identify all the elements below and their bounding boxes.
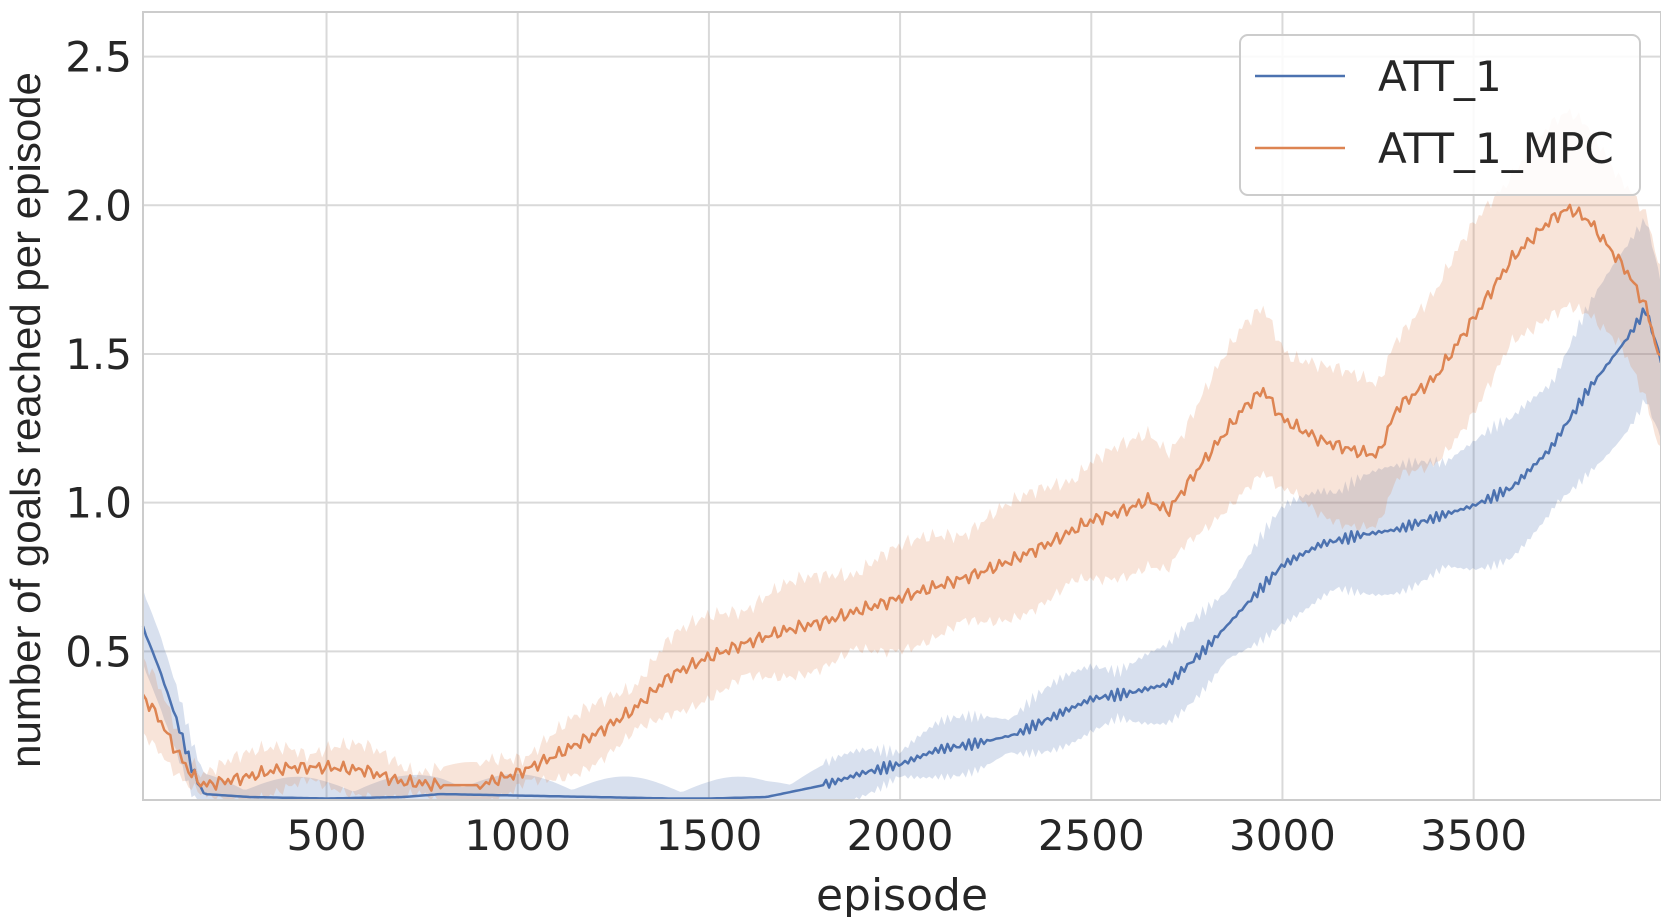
series-lines [141, 203, 1661, 800]
y-tick-label: 2.5 [65, 33, 132, 82]
legend: ATT_1 ATT_1_MPC [1239, 34, 1641, 196]
x-tick-label: 3000 [1229, 811, 1336, 860]
x-tick-label: 500 [286, 811, 366, 860]
series-line-att-1 [141, 307, 1661, 800]
confidence-bands [143, 108, 1661, 800]
x-axis-title: episode [816, 870, 988, 917]
legend-label-att-1-mpc: ATT_1_MPC [1378, 124, 1614, 173]
legend-label-att-1: ATT_1 [1378, 52, 1502, 101]
x-tick-label: 1500 [655, 811, 762, 860]
series-line-att-1-mpc [141, 203, 1661, 792]
confidence-band-att-1-mpc [143, 108, 1661, 800]
x-tick-label: 2000 [847, 811, 954, 860]
y-tick-label: 0.5 [65, 627, 132, 676]
y-tick-label: 1.5 [65, 330, 132, 379]
y-axis-title: number of goals reached per episode [2, 72, 49, 768]
confidence-band-att-1 [143, 218, 1661, 800]
y-tick-label: 2.0 [65, 181, 132, 230]
plot-frame [142, 11, 1661, 801]
x-tick-label: 3500 [1420, 811, 1527, 860]
y-tick-label: 1.0 [65, 479, 132, 528]
x-tick-label: 2500 [1038, 811, 1145, 860]
x-tick-labels: 500 1000 1500 2000 2500 3000 3500 [286, 811, 1527, 860]
x-tick-label: 1000 [464, 811, 571, 860]
y-tick-labels: 0.5 1.0 1.5 2.0 2.5 [65, 33, 132, 677]
